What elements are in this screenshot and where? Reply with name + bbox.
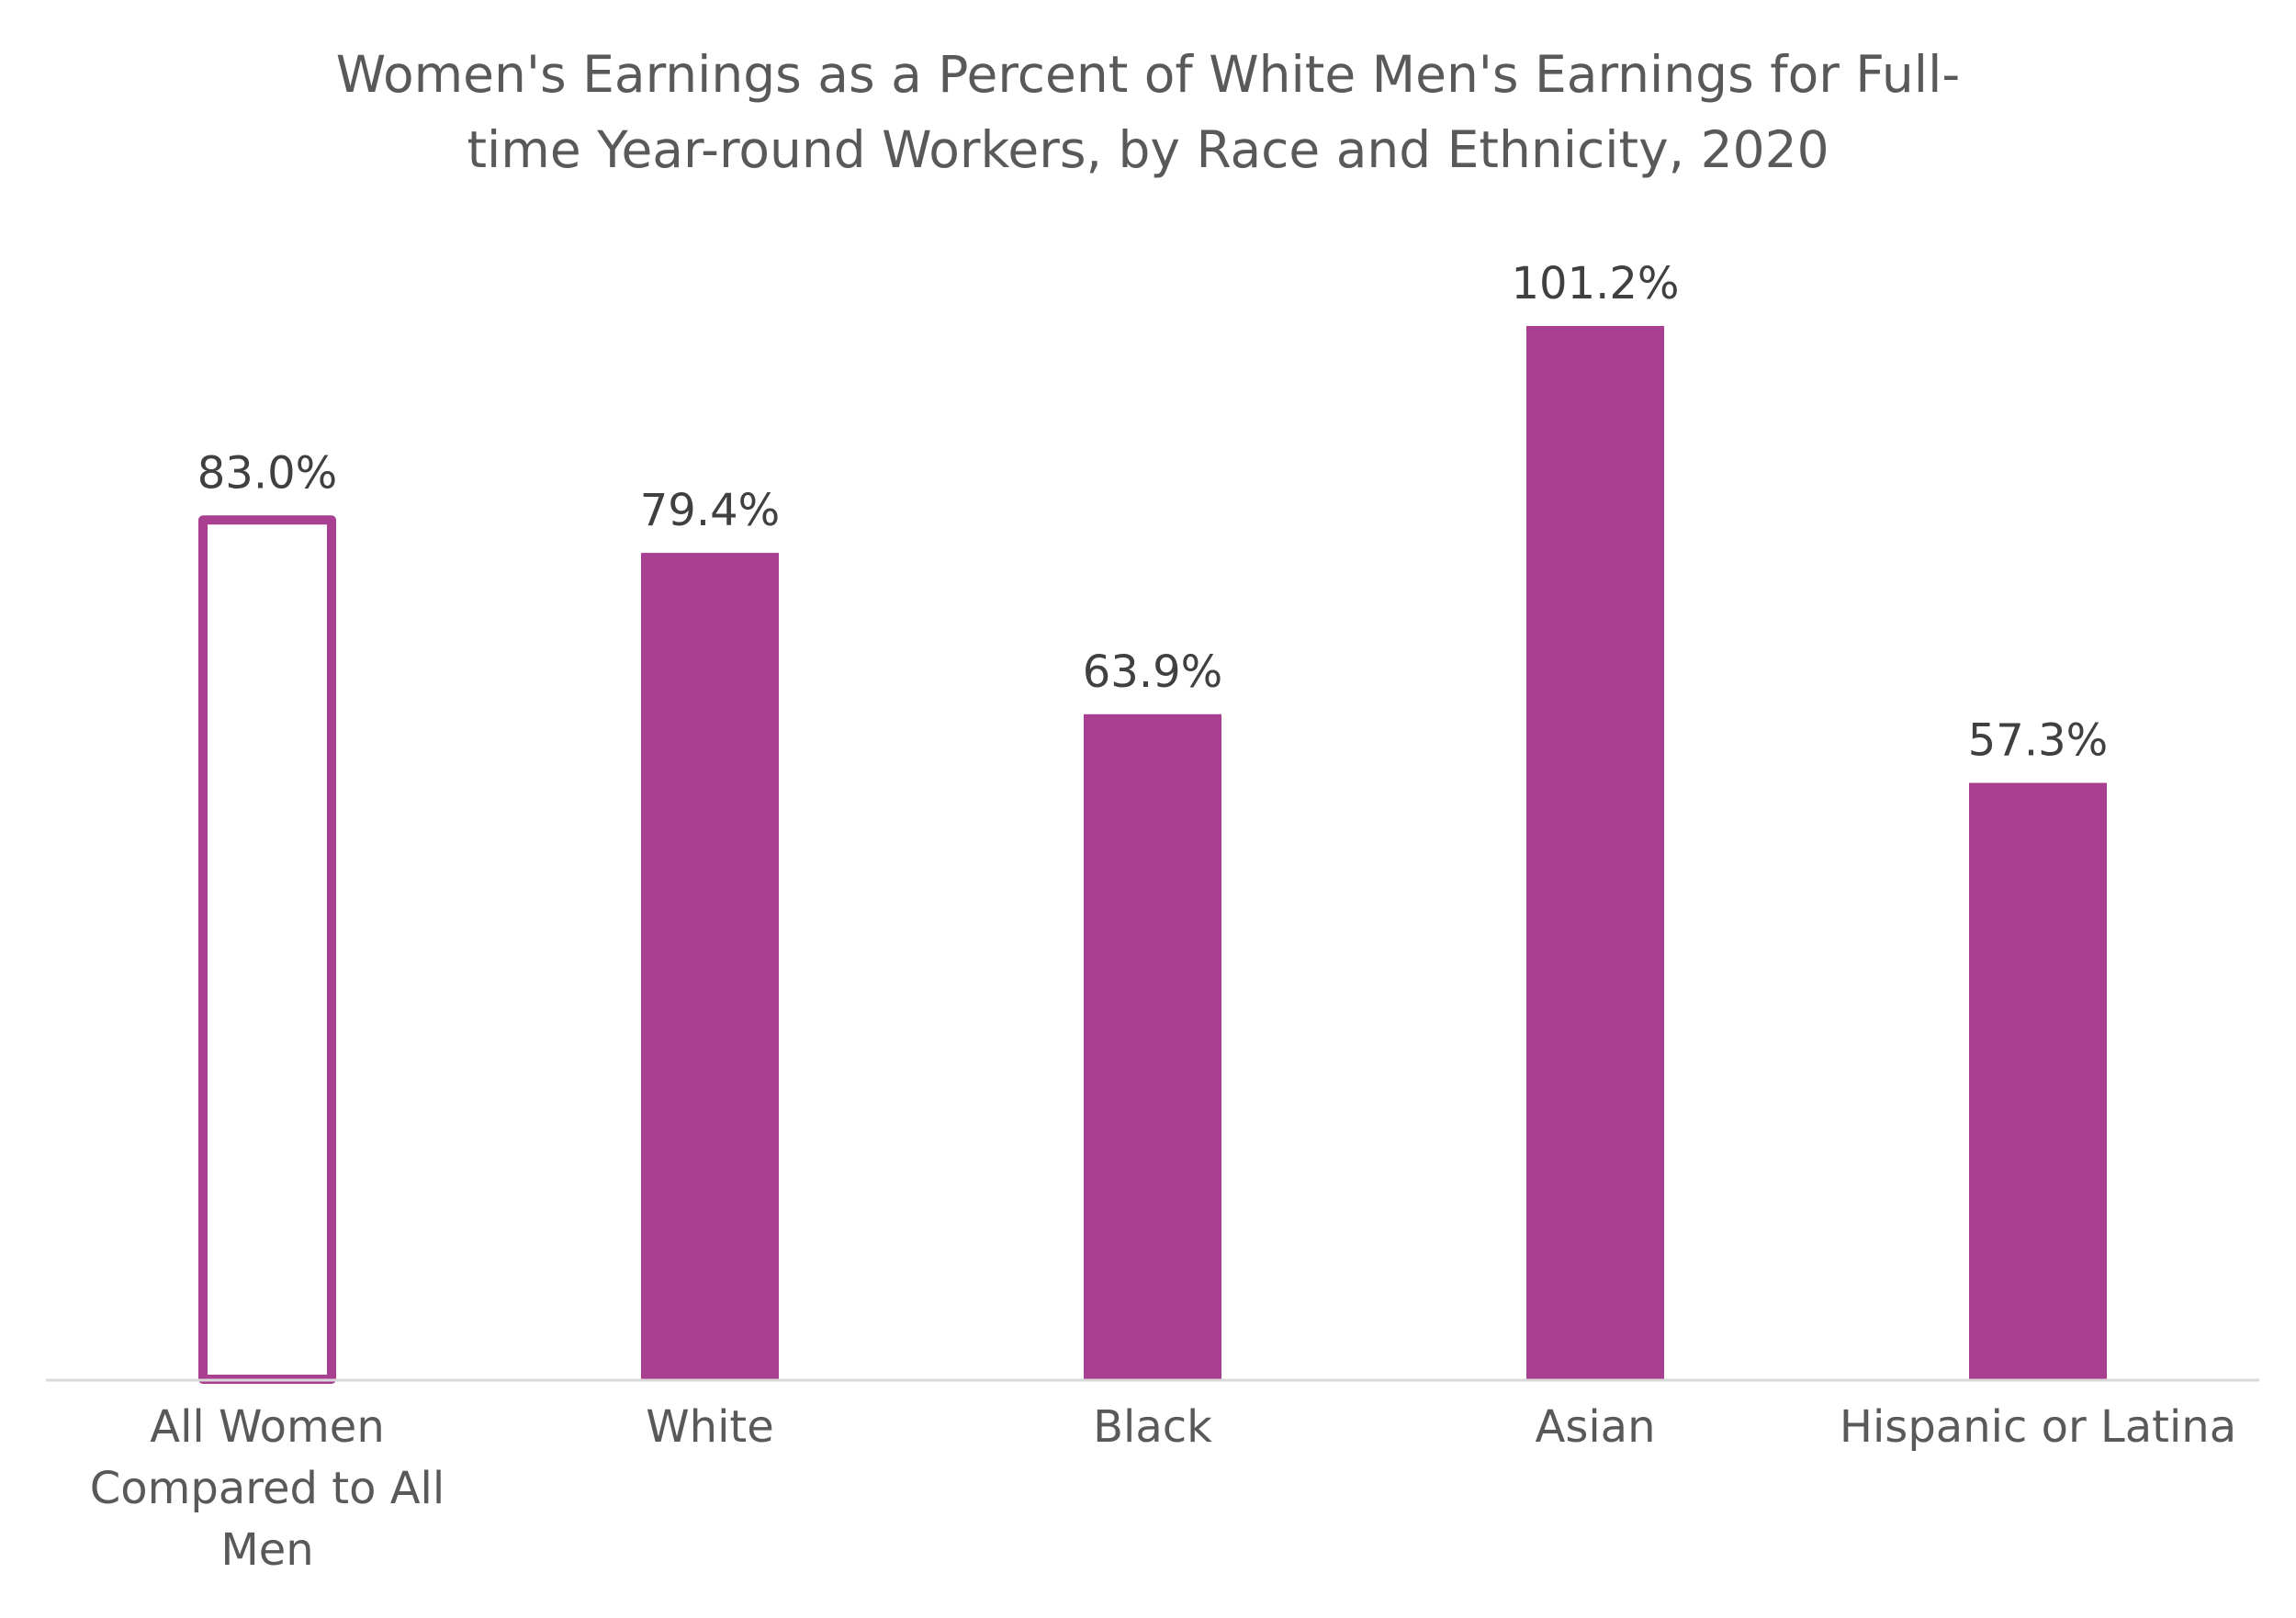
value-label-1: 79.4% bbox=[640, 485, 780, 536]
category-label-2-line-0: Black bbox=[1093, 1401, 1212, 1453]
category-label-3-line-0: Asian bbox=[1535, 1401, 1655, 1453]
chart-title-line-1: Women's Earnings as a Percent of White M… bbox=[335, 45, 1961, 104]
category-label-0-line-2: Men bbox=[220, 1524, 313, 1576]
bar-1 bbox=[641, 553, 779, 1379]
plot-area: 83.0% All Women Compared to All Men 79.4% Whi… bbox=[46, 258, 2259, 1576]
chart-title: Women's Earnings as a Percent of White M… bbox=[184, 37, 2112, 187]
category-label-0-line-1: Compared to All bbox=[90, 1463, 445, 1514]
category-label-4-line-0: Hispanic or Latina bbox=[1840, 1401, 2236, 1453]
chart-title-line-2: time Year-round Workers, by Race and Eth… bbox=[467, 120, 1829, 179]
bar-0 bbox=[198, 515, 336, 1384]
value-label-0: 83.0% bbox=[197, 447, 337, 499]
bar-3 bbox=[1526, 326, 1664, 1379]
value-label-4: 57.3% bbox=[1968, 715, 2108, 767]
category-label-0-line-0: All Women bbox=[150, 1401, 385, 1453]
bar-2 bbox=[1084, 713, 1221, 1379]
value-label-2: 63.9% bbox=[1083, 646, 1222, 698]
bar-4 bbox=[1969, 782, 2107, 1379]
category-label-1-line-0: White bbox=[646, 1401, 774, 1453]
value-label-3: 101.2% bbox=[1511, 258, 1679, 309]
